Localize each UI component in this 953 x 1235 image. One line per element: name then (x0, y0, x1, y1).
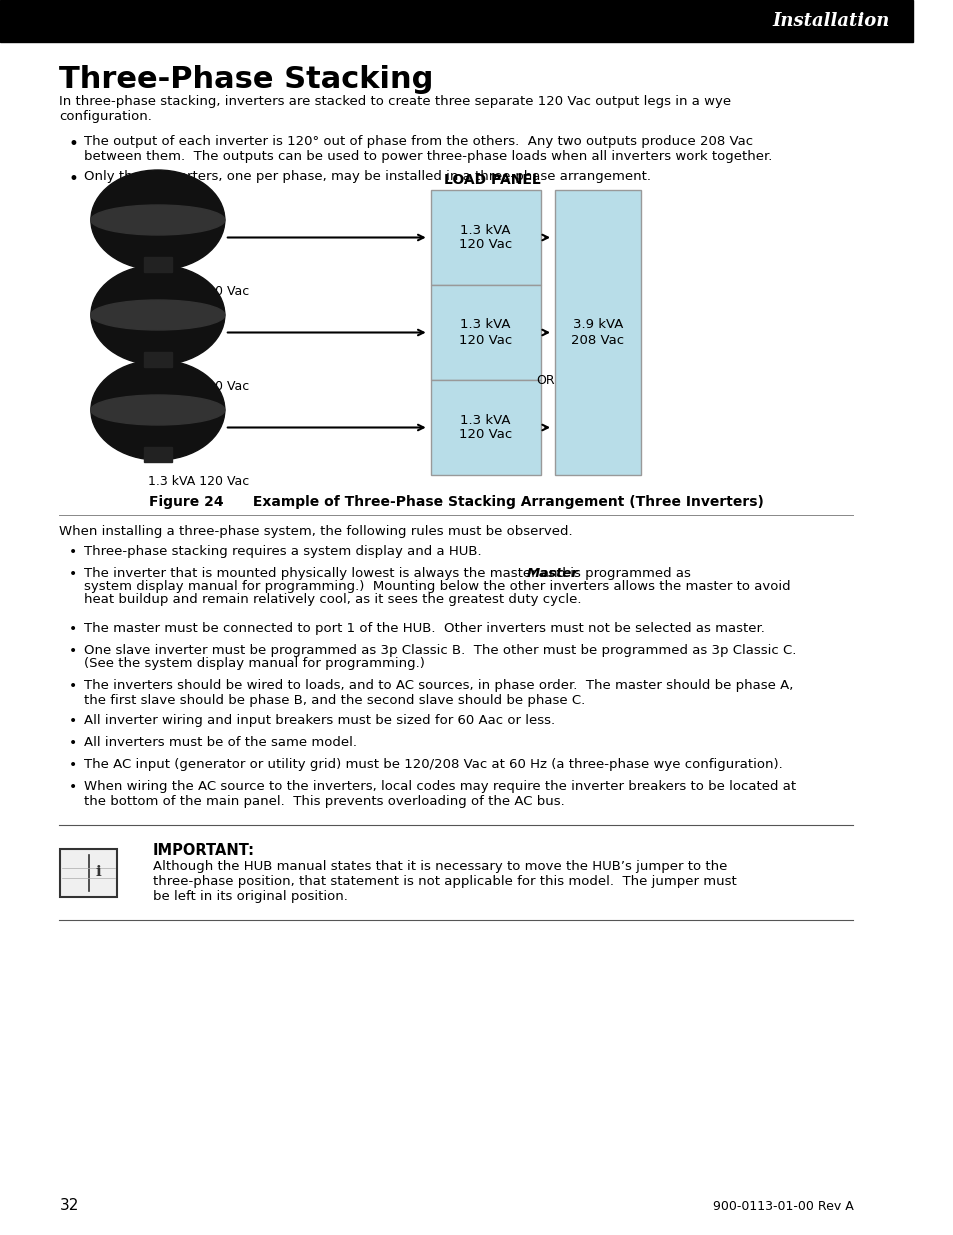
Ellipse shape (91, 170, 225, 270)
Text: OR: OR (536, 373, 554, 387)
Text: 1.3 kVA 120 Vac: 1.3 kVA 120 Vac (148, 475, 250, 488)
Bar (143, 257, 172, 272)
Text: Master: Master (526, 567, 578, 580)
Text: Only three inverters, one per phase, may be installed in a three-phase arrangeme: Only three inverters, one per phase, may… (84, 170, 651, 183)
Text: •: • (69, 643, 77, 658)
Text: •: • (69, 622, 77, 636)
Text: 1.3 kVA
120 Vac: 1.3 kVA 120 Vac (458, 319, 512, 347)
Bar (0, 0, 912, 42)
Text: 32: 32 (59, 1198, 78, 1213)
Text: system display manual for programming.)  Mounting below the other inverters allo: system display manual for programming.) … (84, 580, 790, 593)
Text: 3.9 kVA
208 Vac: 3.9 kVA 208 Vac (571, 319, 624, 347)
Text: When installing a three-phase system, the following rules must be observed.: When installing a three-phase system, th… (59, 525, 573, 538)
Text: •: • (69, 567, 77, 580)
Ellipse shape (91, 205, 225, 235)
Text: In three-phase stacking, inverters are stacked to create three separate 120 Vac : In three-phase stacking, inverters are s… (59, 95, 731, 124)
Text: •: • (69, 781, 77, 794)
Text: When wiring the AC source to the inverters, local codes may require the inverter: When wiring the AC source to the inverte… (84, 781, 796, 808)
Ellipse shape (91, 300, 225, 330)
Bar (143, 352, 172, 367)
Ellipse shape (91, 359, 225, 459)
Text: 900-0113-01-00 Rev A: 900-0113-01-00 Rev A (712, 1200, 853, 1213)
FancyBboxPatch shape (430, 190, 540, 285)
Text: One slave inverter must be programmed as 3p Classic B.  The other must be progra: One slave inverter must be programmed as… (84, 643, 796, 657)
FancyBboxPatch shape (60, 848, 116, 897)
Text: Installation: Installation (772, 12, 889, 30)
Text: The inverter that is mounted physically lowest is always the master and is progr: The inverter that is mounted physically … (84, 567, 695, 580)
Text: The AC input (generator or utility grid) must be 120/208 Vac at 60 Hz (a three-p: The AC input (generator or utility grid)… (84, 758, 782, 771)
Bar (143, 447, 172, 462)
FancyBboxPatch shape (430, 285, 540, 380)
Text: •: • (69, 758, 77, 772)
Text: Figure 24      Example of Three-Phase Stacking Arrangement (Three Inverters): Figure 24 Example of Three-Phase Stackin… (149, 495, 763, 509)
Text: Three-phase stacking requires a system display and a HUB.: Three-phase stacking requires a system d… (84, 545, 481, 558)
Text: The inverters should be wired to loads, and to AC sources, in phase order.  The : The inverters should be wired to loads, … (84, 679, 793, 706)
Text: •: • (69, 736, 77, 750)
Text: •: • (69, 135, 79, 153)
Text: Three-Phase Stacking: Three-Phase Stacking (59, 65, 434, 94)
Text: LOAD PANEL: LOAD PANEL (444, 173, 540, 186)
Text: •: • (69, 545, 77, 559)
Text: (See the system display manual for programming.): (See the system display manual for progr… (84, 657, 425, 671)
Text: IMPORTANT:: IMPORTANT: (152, 844, 254, 858)
Ellipse shape (91, 395, 225, 425)
Ellipse shape (91, 266, 225, 366)
FancyBboxPatch shape (430, 380, 540, 475)
Text: 1.3 kVA 120 Vac: 1.3 kVA 120 Vac (148, 380, 250, 393)
Text: The master must be connected to port 1 of the HUB.  Other inverters must not be : The master must be connected to port 1 o… (84, 622, 764, 635)
Text: •: • (69, 170, 79, 188)
Text: All inverters must be of the same model.: All inverters must be of the same model. (84, 736, 356, 748)
Text: The output of each inverter is 120° out of phase from the others.  Any two outpu: The output of each inverter is 120° out … (84, 135, 772, 163)
Text: •: • (69, 679, 77, 693)
Text: Although the HUB manual states that it is necessary to move the HUB’s jumper to : Although the HUB manual states that it i… (152, 860, 736, 903)
FancyBboxPatch shape (555, 190, 640, 475)
Text: heat buildup and remain relatively cool, as it sees the greatest duty cycle.: heat buildup and remain relatively cool,… (84, 593, 581, 606)
Text: i: i (95, 866, 101, 879)
Text: 1.3 kVA
120 Vac: 1.3 kVA 120 Vac (458, 414, 512, 441)
Text: 1.3 kVA
120 Vac: 1.3 kVA 120 Vac (458, 224, 512, 252)
Text: All inverter wiring and input breakers must be sized for 60 Aac or less.: All inverter wiring and input breakers m… (84, 714, 555, 727)
Text: 1.3 kVA 120 Vac: 1.3 kVA 120 Vac (148, 285, 250, 298)
Text: •: • (69, 714, 77, 727)
